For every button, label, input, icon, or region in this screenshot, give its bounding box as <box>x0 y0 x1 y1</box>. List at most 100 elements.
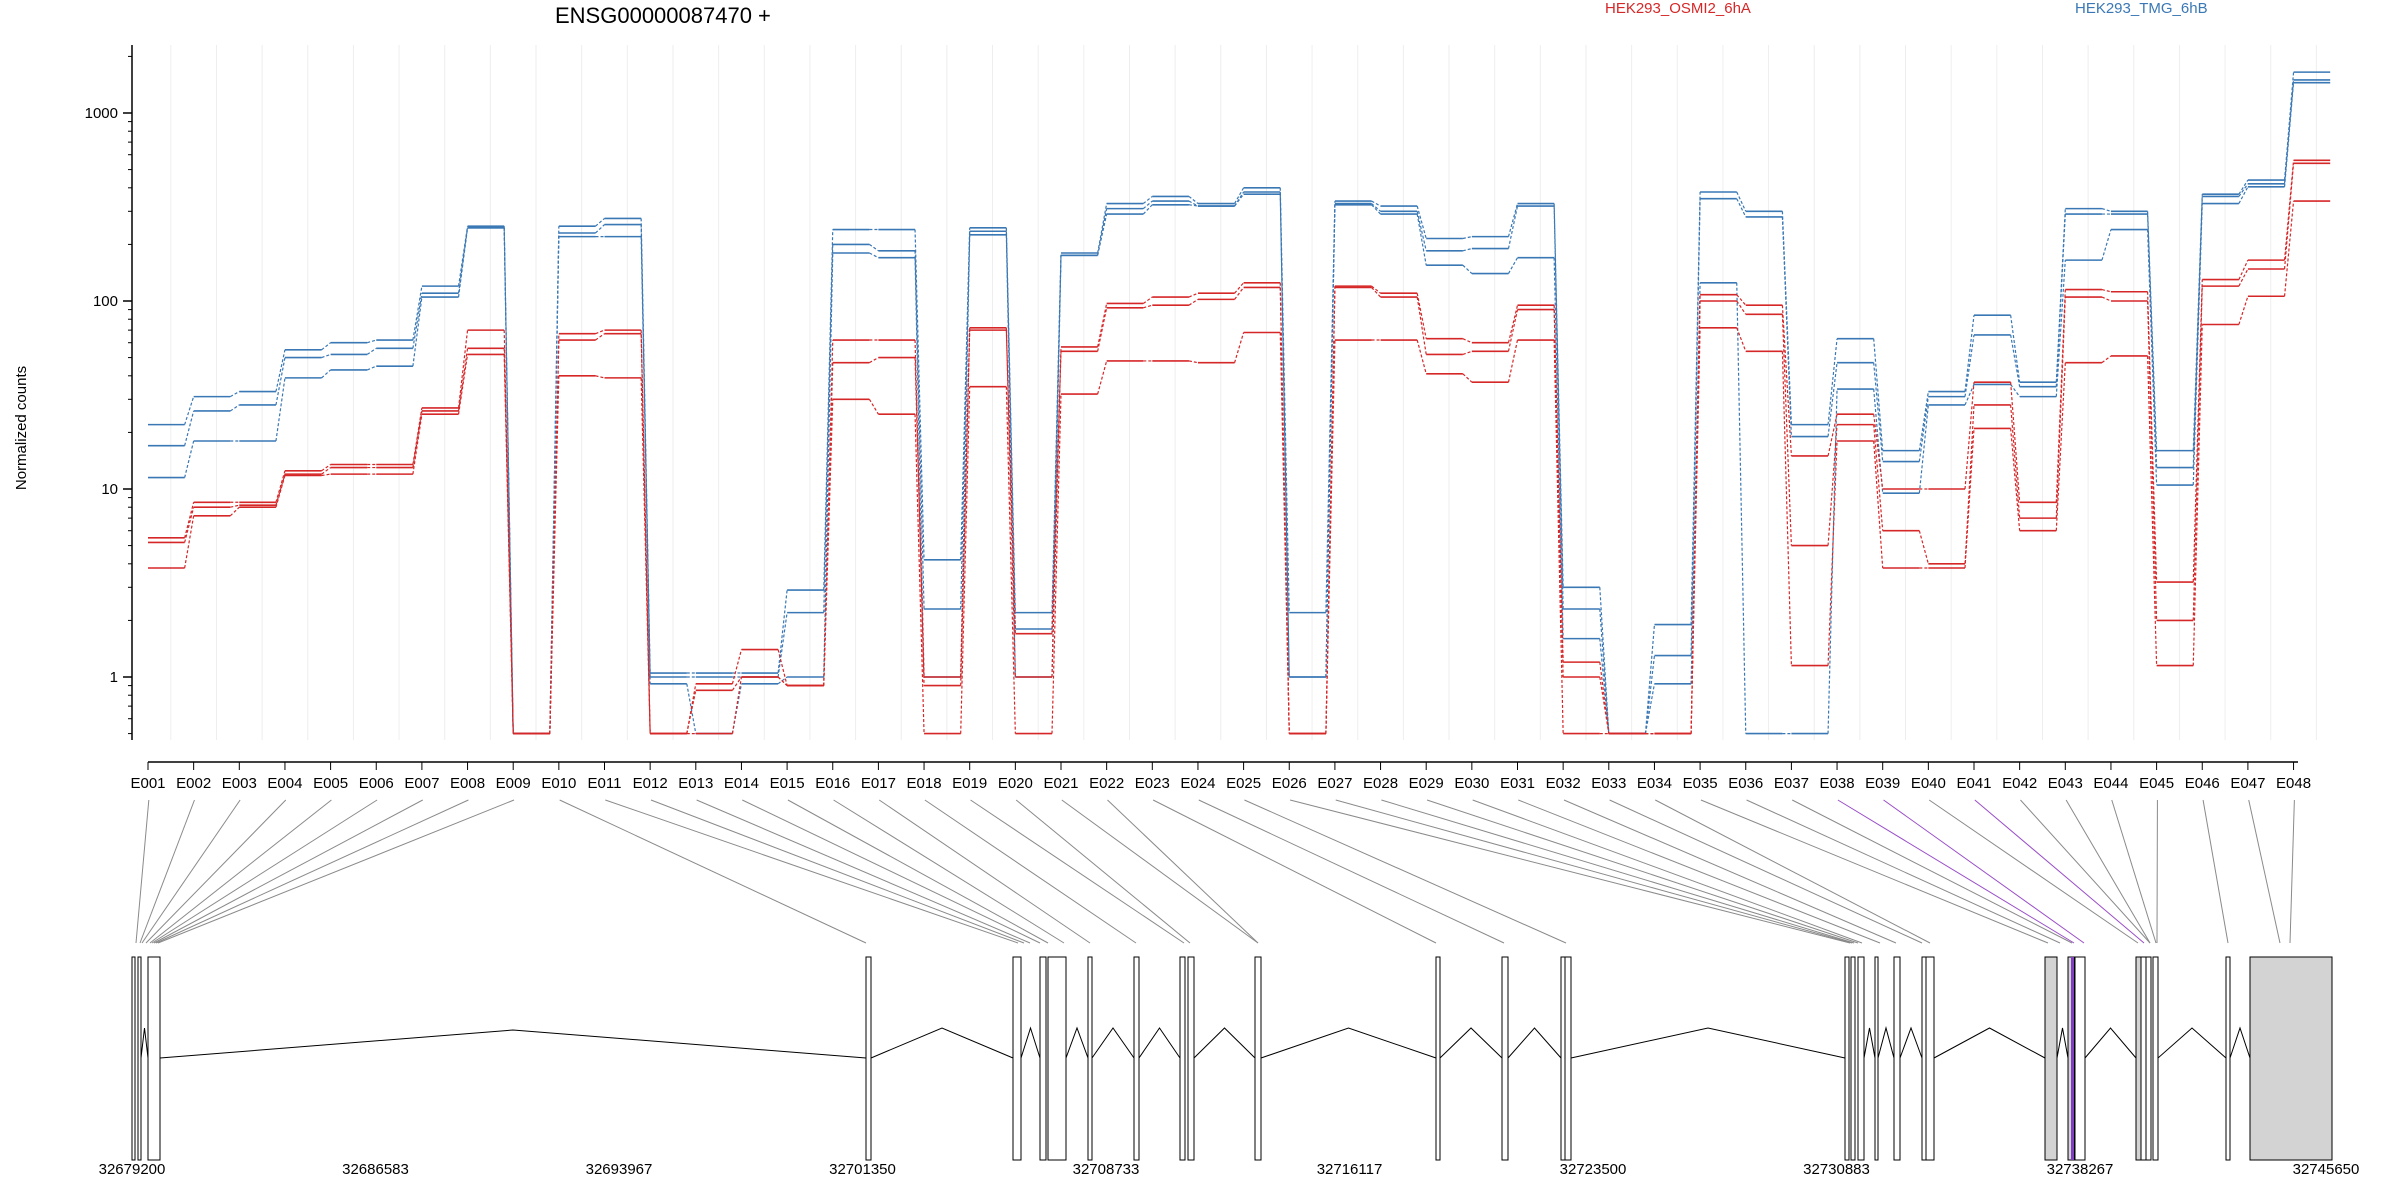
exon-box <box>1179 956 1186 1161</box>
exon-box <box>1857 956 1865 1161</box>
series-connector <box>1234 187 1245 204</box>
exon-connector-line <box>135 799 150 944</box>
x-tick-label: E016 <box>815 775 850 792</box>
exon-box <box>1047 956 1067 1161</box>
exon-box <box>1254 956 1262 1161</box>
series-connector <box>1325 204 1336 678</box>
series-connector <box>1462 236 1472 240</box>
series-connector <box>2010 382 2021 503</box>
series-connector <box>1964 428 1975 569</box>
series-connector <box>731 676 742 691</box>
exon-box <box>1187 956 1195 1161</box>
exon-connector-line <box>605 799 1019 944</box>
series-connector <box>1736 191 1747 212</box>
exon-box <box>1039 956 1047 1161</box>
genomic-coordinate-label: 32693967 <box>586 1161 653 1178</box>
genomic-coordinate-label: 32716117 <box>1317 1161 1383 1178</box>
exon-box <box>2225 956 2231 1161</box>
series-connector <box>457 227 469 298</box>
series-connector <box>1005 386 1016 734</box>
exon-box <box>1893 956 1901 1161</box>
series-connector <box>367 365 377 371</box>
series-connector <box>457 348 469 412</box>
exon-connector-line <box>1928 799 2139 944</box>
series-connector <box>1736 327 1747 352</box>
x-tick-label: E009 <box>496 775 531 792</box>
x-tick-label: E013 <box>678 775 713 792</box>
series-connector <box>1644 683 1656 734</box>
series-connector <box>1553 305 1564 663</box>
series-connector <box>1005 327 1016 678</box>
series-connector <box>184 410 195 446</box>
exon-connector-line <box>153 799 423 944</box>
x-tick-label: E008 <box>450 775 485 792</box>
series-connector <box>595 375 605 379</box>
series-connector <box>1507 257 1519 274</box>
series-connector <box>184 396 195 425</box>
series-connector <box>1371 285 1381 294</box>
y-tick-label: 1 <box>110 669 118 686</box>
series-connector <box>1873 440 1884 569</box>
series-connector <box>1462 338 1473 344</box>
exon-connector-line <box>149 799 332 944</box>
series-connector <box>595 224 605 234</box>
exon-connector-line <box>1518 799 1881 944</box>
intron-line <box>1020 1026 1041 1059</box>
series-connector <box>640 236 651 684</box>
series-connector <box>1234 332 1245 363</box>
series-connector <box>549 236 560 734</box>
series-connector <box>412 410 423 468</box>
series-connector <box>275 349 286 392</box>
exon-connector-line <box>1883 799 2085 944</box>
series-connector <box>2147 355 2158 666</box>
series-connector <box>457 330 469 408</box>
exon-connector-line <box>151 799 378 944</box>
series-connector <box>2283 72 2295 181</box>
y-axis-label: Normalized counts <box>13 366 30 490</box>
intron-line <box>1507 1027 1562 1059</box>
exon-box <box>2145 956 2152 1161</box>
series-connector <box>1097 203 1108 254</box>
exon-box <box>1844 956 1850 1161</box>
exon-connector-line <box>1655 799 1931 944</box>
series-connector <box>731 649 743 684</box>
series-connector <box>2192 194 2203 451</box>
x-tick-label: E044 <box>2093 775 2128 792</box>
series-connector <box>1873 362 1884 462</box>
series-connector <box>321 353 331 359</box>
series-connector <box>960 231 971 610</box>
intron-line <box>1570 1027 1846 1059</box>
series-connector <box>1462 248 1472 252</box>
series-connector <box>1234 193 1245 207</box>
x-tick-label: E030 <box>1454 775 1489 792</box>
exon-connector-line <box>2248 799 2281 944</box>
series-connector <box>1553 203 1564 588</box>
series-connector <box>640 333 651 734</box>
x-tick-label: E032 <box>1546 775 1581 792</box>
exon-box <box>2135 956 2142 1161</box>
exon-connector-line <box>924 799 1137 944</box>
series-connector <box>777 676 788 687</box>
series-connector <box>1325 287 1336 734</box>
exon-connector-line <box>2111 799 2157 944</box>
series-connector <box>1553 340 1564 734</box>
x-tick-label: E035 <box>1683 775 1718 792</box>
x-tick-label: E042 <box>2002 775 2037 792</box>
series-connector <box>1873 424 1884 531</box>
intron-line <box>2229 1026 2251 1059</box>
series-1 <box>148 71 2331 735</box>
x-tick-label: E021 <box>1043 775 1078 792</box>
legend-entry-tmg: HEK293_TMG_6hB <box>2075 0 2208 17</box>
series-connector <box>366 347 377 355</box>
series-connector <box>367 339 377 344</box>
series-connector <box>1143 304 1153 309</box>
series-connector <box>1644 624 1656 734</box>
x-tick-label: E003 <box>222 775 257 792</box>
series-connector <box>2238 186 2249 204</box>
series-connector <box>595 217 605 227</box>
exon-connector-line <box>787 799 1049 944</box>
exon-connector-line <box>157 799 515 944</box>
series-connector <box>1781 351 1792 666</box>
